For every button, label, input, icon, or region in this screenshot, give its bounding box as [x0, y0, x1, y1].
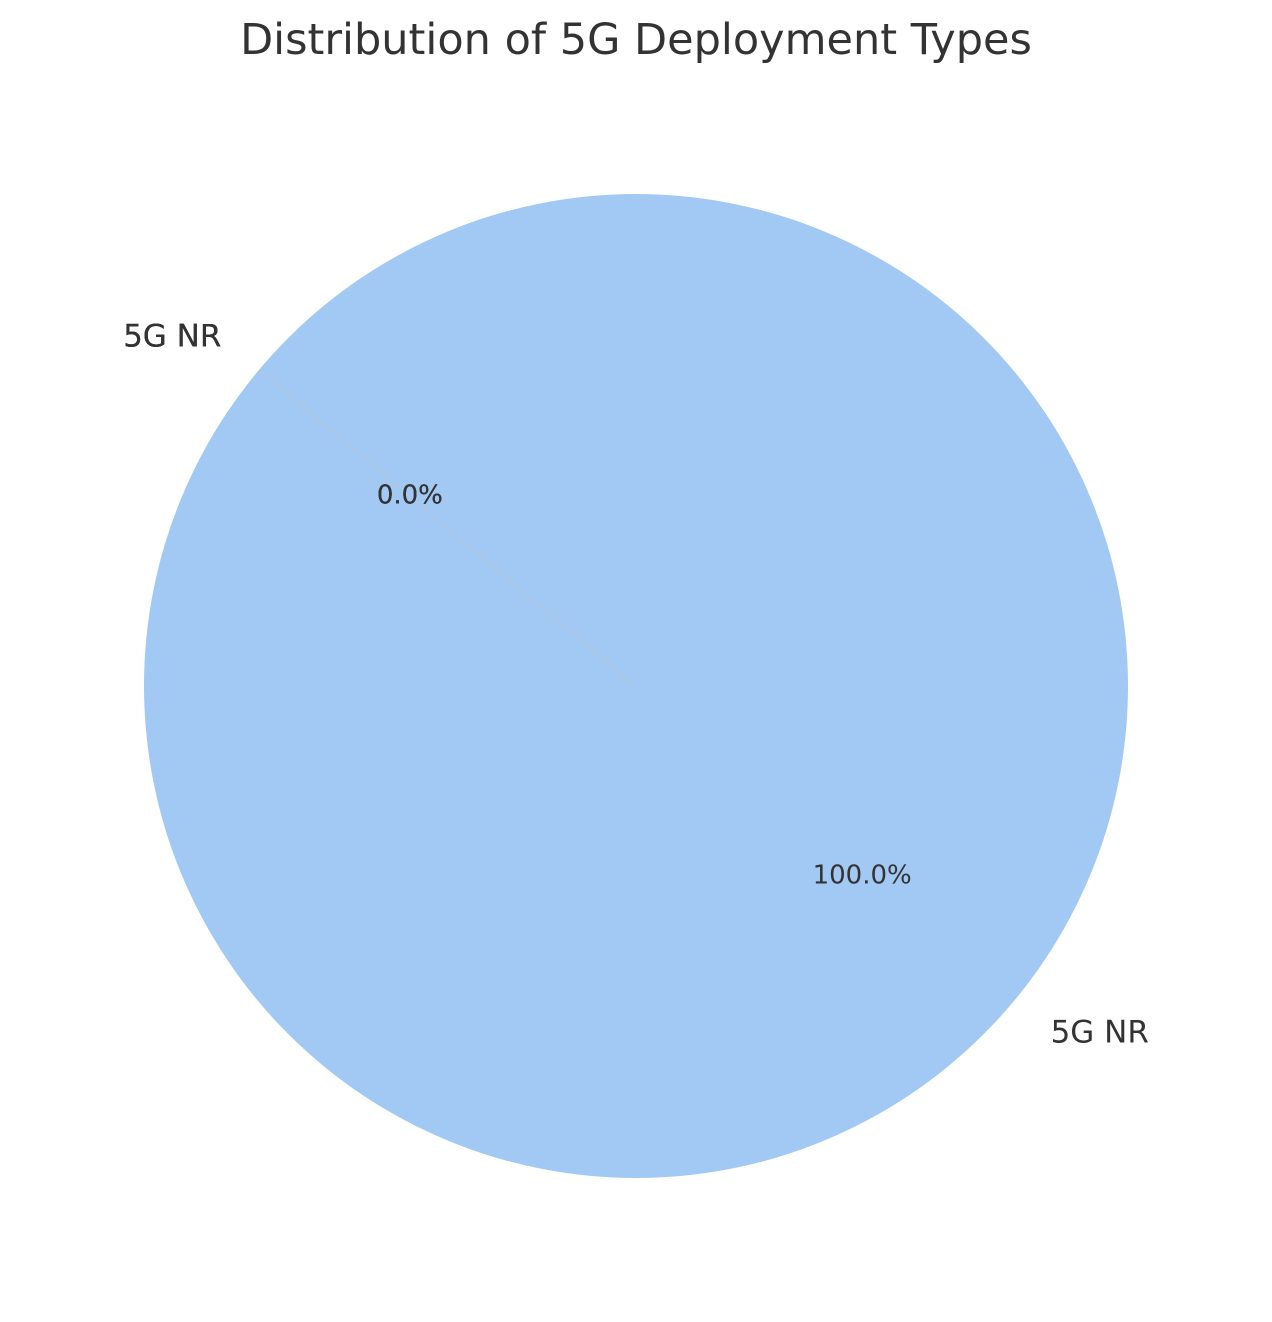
slice-label: 5G NR — [1051, 1014, 1149, 1050]
slice-label: 5G NR — [123, 319, 221, 355]
pie-slice-edge — [258, 369, 637, 687]
slice-percent-label: 0.0% — [377, 481, 443, 511]
slice-percent-label: 0.0% — [377, 481, 443, 511]
chart-title: Distribution of 5G Deployment Types — [240, 15, 1032, 65]
slice-percent-label: 0.0% — [377, 481, 443, 511]
pie-slices — [144, 194, 1128, 1178]
slice-percent-label: 100.0% — [813, 860, 912, 890]
slice-label: 5G NR — [123, 319, 221, 355]
slice-label: 5G NR — [123, 319, 221, 355]
